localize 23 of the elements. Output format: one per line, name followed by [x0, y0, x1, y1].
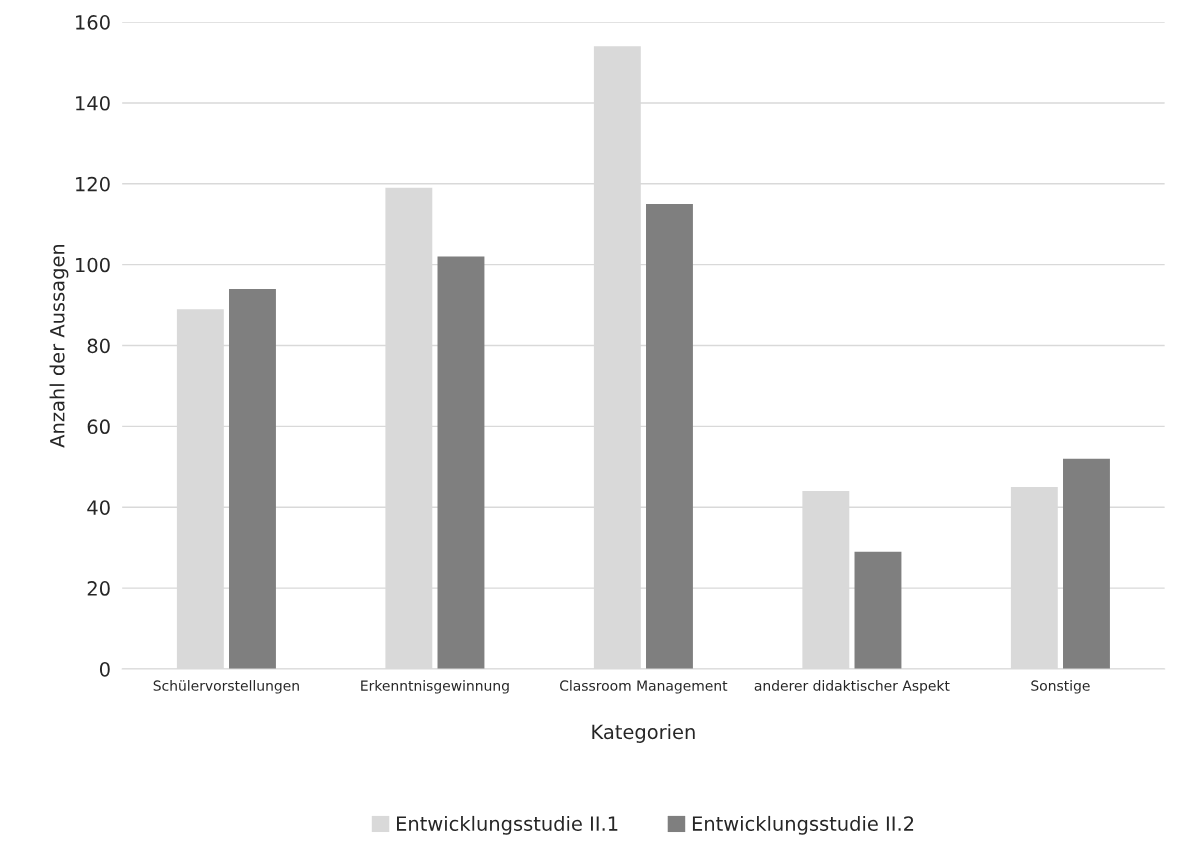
x-tick-label: Sonstige — [1031, 680, 1090, 694]
y-tick-label: 120 — [76, 176, 110, 192]
x-tick-label: anderer didaktischer Aspekt — [754, 680, 950, 694]
y-tick-label: 140 — [76, 95, 110, 111]
x-tick-label: Erkenntnisgewinnung — [361, 680, 509, 694]
y-tick-label: 160 — [76, 15, 110, 30]
bar — [854, 551, 902, 670]
x-axis-title: Kategorien — [592, 724, 695, 743]
bar — [229, 288, 276, 670]
y-tick-label: 0 — [99, 661, 110, 677]
x-tick-label: Classroom Management — [560, 680, 728, 694]
y-tick-label: 40 — [87, 500, 110, 515]
x-tick-label: Schülervorstellungen — [153, 680, 299, 694]
y-tick-label: 60 — [87, 419, 110, 435]
legend-label: Entwicklungsstudie II.2 — [692, 815, 914, 835]
y-tick-label: 20 — [87, 581, 110, 596]
bar — [646, 204, 693, 670]
legend-label: Entwicklungsstudie II.1 — [397, 815, 618, 835]
bar — [437, 256, 485, 670]
y-tick-label: 80 — [87, 338, 110, 354]
y-tick-label: 100 — [76, 257, 110, 273]
y-axis-title: Anzahl der Aussagen — [49, 244, 69, 448]
bar — [1063, 458, 1110, 670]
